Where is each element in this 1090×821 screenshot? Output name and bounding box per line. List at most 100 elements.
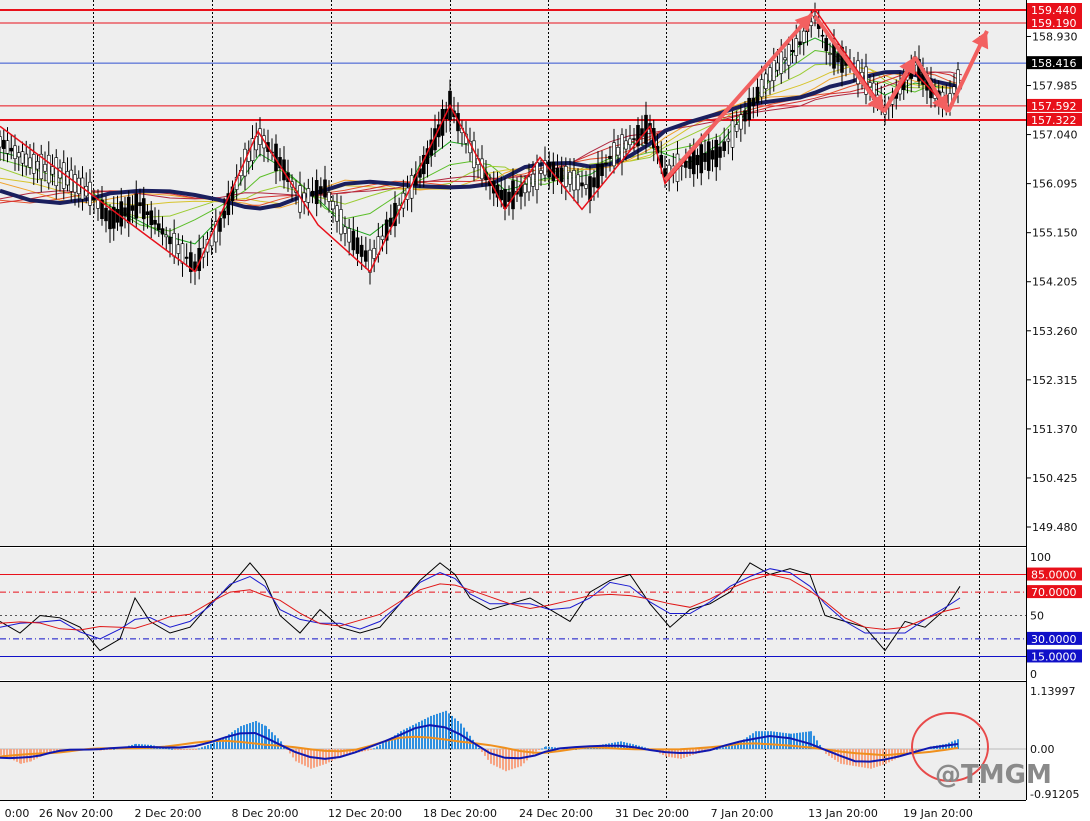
macd-histogram-bar	[460, 723, 462, 749]
projection-arrow	[813, 14, 886, 114]
macd-histogram-bar	[180, 749, 182, 750]
oscillator-axis-label: 0	[1030, 668, 1037, 681]
macd-histogram-bar	[53, 749, 55, 752]
macd-histogram-bar	[737, 742, 739, 749]
candle-body	[115, 209, 120, 223]
macd-histogram-bar	[433, 714, 435, 749]
candle-body	[794, 38, 799, 56]
candle-body	[779, 51, 784, 74]
macd-histogram-bar	[566, 748, 568, 750]
candle-body	[555, 167, 560, 179]
candle-body	[13, 145, 17, 159]
x-axis-label: 26 Nov 20:00	[39, 807, 113, 820]
candle-body	[771, 60, 776, 81]
candle-body	[559, 167, 564, 182]
macd-histogram-bar	[448, 713, 450, 749]
macd-histogram-bar	[882, 749, 884, 765]
price-level-tag-label: 159.190	[1031, 17, 1077, 30]
candle-body	[9, 147, 14, 152]
price-level-tag-label: 159.440	[1031, 4, 1077, 17]
macd-histogram-bar	[496, 749, 498, 767]
macd-histogram-bar	[858, 749, 860, 767]
macd-histogram-bar	[216, 740, 218, 749]
macd-histogram-bar	[885, 749, 887, 764]
oscillator-layer	[0, 562, 1026, 657]
candle-body	[699, 144, 704, 174]
macd-histogram-bar	[828, 749, 830, 756]
candle-body	[531, 173, 535, 187]
highlight-circle	[911, 712, 989, 782]
macd-histogram-bar	[301, 749, 303, 765]
x-axis-label: 0:00	[5, 807, 30, 820]
macd-panel-bg	[0, 682, 1026, 800]
macd-histogram-bar	[195, 749, 197, 750]
candle-body	[836, 53, 840, 63]
candle-body	[786, 44, 791, 66]
candle-body	[134, 193, 139, 219]
candle-body	[96, 199, 100, 209]
price-axis-label: 150.425	[1032, 472, 1078, 485]
macd-histogram-bar	[864, 749, 866, 768]
candle-body	[572, 170, 576, 191]
x-axis-label: 24 Dec 20:00	[519, 807, 593, 820]
candle-body	[119, 201, 124, 227]
macd-histogram-bar	[174, 749, 176, 750]
macd-histogram-bar	[876, 749, 878, 767]
macd-histogram-bar	[397, 733, 399, 749]
macd-histogram-bar	[237, 728, 239, 749]
macd-histogram-bar	[813, 735, 815, 749]
macd-histogram-bar	[46, 749, 48, 754]
macd-histogram-bar	[511, 749, 513, 770]
price-level-tag	[1027, 112, 1082, 126]
candle-body	[184, 256, 189, 259]
macd-histogram-bar	[352, 749, 354, 754]
macd-histogram-bar	[23, 749, 25, 764]
candle-body	[539, 170, 543, 174]
projection-arrowhead	[867, 93, 884, 112]
macd-histogram-bar	[376, 746, 378, 749]
candle-body	[100, 199, 104, 219]
macd-histogram-bar	[183, 749, 185, 750]
macd-histogram-bar	[427, 717, 429, 749]
candle-body	[130, 205, 135, 211]
price-axis-label: 152.315	[1032, 374, 1078, 387]
x-axis-label: 7 Jan 20:00	[711, 807, 774, 820]
price-axis-label: 149.480	[1032, 521, 1078, 534]
candle-body	[551, 161, 556, 181]
macd-histogram-bar	[846, 749, 848, 765]
macd-histogram-bar	[201, 747, 203, 749]
oscillator-level-tag	[1027, 631, 1082, 645]
candle-body	[798, 41, 802, 46]
zigzag-line	[0, 8, 951, 273]
macd-histogram-bar	[106, 749, 108, 750]
macd-histogram-bar	[367, 749, 369, 751]
candle-body	[790, 49, 795, 53]
macd-histogram-bar	[758, 731, 760, 749]
candle-body	[28, 157, 32, 168]
macd-histogram-bar	[852, 749, 854, 766]
price-layer	[0, 2, 1026, 285]
macd-histogram-bar	[204, 746, 206, 749]
price-level-tag	[1027, 98, 1082, 112]
macd-histogram-bar	[343, 749, 345, 756]
macd-histogram-bar	[436, 713, 438, 749]
macd-histogram-bar	[379, 744, 381, 749]
candle-body	[543, 160, 547, 176]
candle-body	[222, 210, 226, 219]
macd-histogram-bar	[192, 749, 194, 750]
candle-body	[632, 138, 636, 140]
macd-histogram-bar	[728, 745, 730, 749]
macd-histogram-bar	[385, 741, 387, 749]
price-level-tag-label: 157.322	[1031, 114, 1077, 127]
macd-histogram-bar	[207, 745, 209, 749]
candle-body	[20, 151, 25, 164]
macd-histogram-bar	[430, 715, 432, 749]
oscillator-axis-label: 100	[1030, 551, 1051, 564]
projection-arrow	[663, 12, 814, 182]
macd-histogram-bar	[373, 748, 375, 750]
macd-histogram-bar	[186, 749, 188, 750]
x-axis-label: 19 Jan 20:00	[903, 807, 973, 820]
macd-histogram-bar	[225, 736, 227, 749]
candle-body	[180, 243, 185, 264]
candle-body	[189, 252, 193, 272]
